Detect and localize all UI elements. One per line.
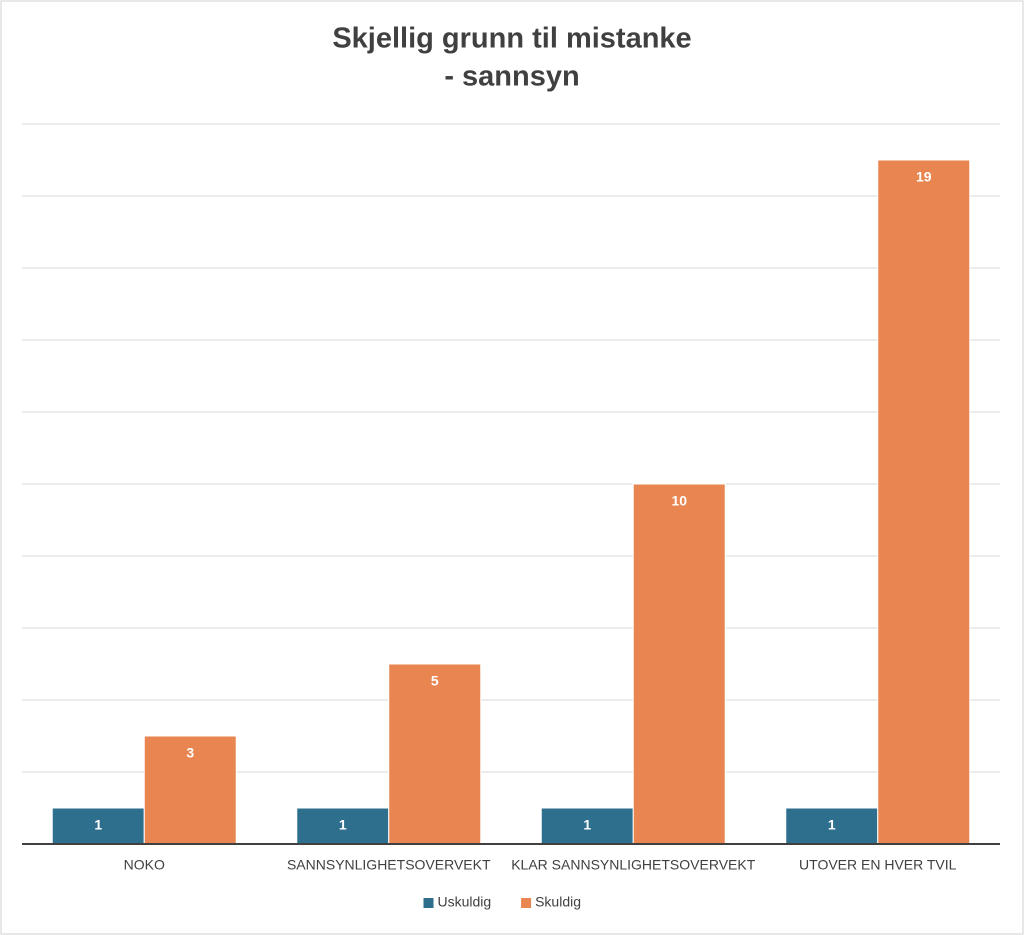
bar — [296, 807, 390, 845]
bar — [388, 663, 482, 845]
chart-title: - sannsyn — [444, 61, 579, 93]
data-label: 1 — [583, 817, 591, 833]
x-tick-label: SANNSYNLIGHETSOVERVEKT — [287, 857, 491, 873]
data-label: 1 — [828, 817, 836, 833]
bar — [632, 483, 726, 845]
x-tick-label: UTOVER EN HVER TVIL — [799, 857, 957, 873]
data-label: 3 — [186, 745, 194, 761]
legend-label: Uskuldig — [438, 894, 492, 910]
bar — [877, 159, 971, 845]
bar — [540, 807, 634, 845]
data-label: 1 — [339, 817, 347, 833]
data-label: 19 — [916, 169, 932, 185]
x-tick-label: NOKO — [124, 857, 165, 873]
legend-swatch — [521, 898, 532, 908]
data-label: 1 — [94, 817, 102, 833]
bar — [51, 807, 145, 845]
bar — [143, 735, 237, 845]
x-tick-label: KLAR SANNSYNLIGHETSOVERVEKT — [511, 857, 755, 873]
legend-label: Skuldig — [535, 894, 581, 910]
legend-swatch — [423, 898, 434, 908]
chart-title: Skjellig grunn til mistanke — [332, 23, 691, 55]
data-label: 5 — [431, 673, 439, 689]
bar — [785, 807, 879, 845]
data-label: 10 — [671, 493, 687, 509]
